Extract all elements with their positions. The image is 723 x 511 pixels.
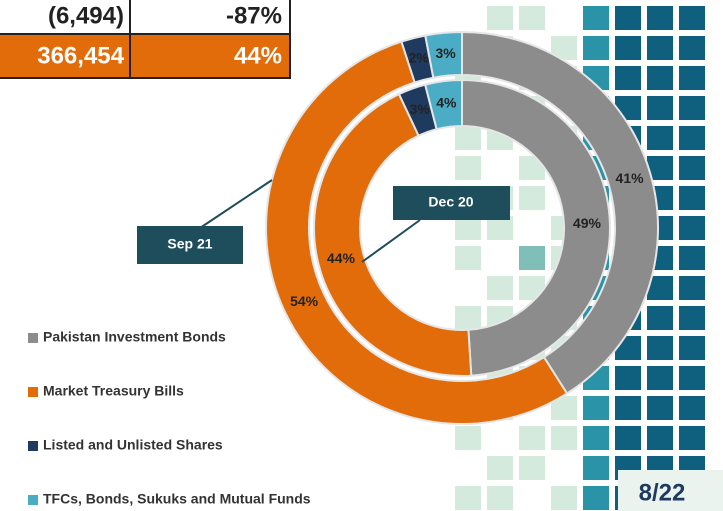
data-label: 4%: [436, 95, 457, 111]
pattern-square: [519, 426, 545, 450]
callout-box: [137, 226, 243, 264]
pattern-square: [679, 426, 705, 450]
donut-slice: [461, 78, 611, 377]
data-label: 54%: [290, 293, 319, 309]
data-label: 41%: [616, 170, 645, 186]
donut-slice: [265, 40, 569, 425]
donut-slice: [423, 78, 463, 131]
pattern-square: [615, 36, 641, 60]
pattern-square: [615, 66, 641, 90]
pattern-square: [455, 306, 481, 330]
legend-swatch: [28, 387, 38, 397]
pattern-square: [455, 156, 481, 180]
callout-label: Dec 20: [428, 194, 473, 210]
pattern-square: [551, 486, 577, 510]
pattern-square: [551, 426, 577, 450]
pattern-square: [455, 426, 481, 450]
table-text: 366,454: [37, 42, 124, 69]
page-number-box: [618, 470, 723, 511]
legend-label: Listed and Unlisted Shares: [43, 437, 223, 453]
data-label: 44%: [327, 250, 356, 266]
data-label: 3%: [410, 101, 431, 117]
pattern-square: [679, 96, 705, 120]
legend-label: Pakistan Investment Bonds: [43, 329, 226, 345]
pattern-square: [679, 156, 705, 180]
pattern-square: [647, 336, 673, 360]
data-label: 3%: [435, 45, 456, 61]
pattern-square: [583, 6, 609, 30]
legend-swatch: [28, 441, 38, 451]
pattern-square: [487, 6, 513, 30]
pattern-square: [679, 6, 705, 30]
pattern-square: [583, 396, 609, 420]
pattern-square: [615, 6, 641, 30]
data-label: 49%: [573, 215, 602, 231]
legend: Pakistan Investment Bonds Market Treasury…: [28, 329, 311, 507]
legend-label: Market Treasury Bills: [43, 383, 184, 399]
pattern-square: [679, 306, 705, 330]
page-number: 8/22: [639, 479, 686, 506]
pattern-square: [615, 426, 641, 450]
callout-line: [361, 219, 421, 263]
donut-slice: [461, 30, 659, 395]
legend-label: TFCs, Bonds, Sukuks and Mutual Funds: [43, 491, 311, 507]
pattern-square: [679, 336, 705, 360]
pattern-square: [583, 456, 609, 480]
pattern-square: [679, 36, 705, 60]
legend-swatch: [28, 333, 38, 343]
pattern-square: [519, 246, 545, 270]
table-text: 44%: [234, 42, 282, 69]
pattern-square: [647, 36, 673, 60]
pattern-square: [679, 66, 705, 90]
legend-swatch: [28, 495, 38, 505]
pattern-square: [615, 396, 641, 420]
pattern-square: [647, 366, 673, 390]
callout-line: [199, 179, 273, 229]
pattern-square: [679, 216, 705, 240]
donut-slice: [313, 92, 473, 377]
pattern-square: [679, 186, 705, 210]
pattern-square: [519, 186, 545, 210]
pattern-square: [455, 126, 481, 150]
pattern-square: [647, 66, 673, 90]
donut-slice: [424, 30, 463, 79]
pattern-square: [679, 246, 705, 270]
table-cell: [129, 33, 291, 79]
callout-label: Sep 21: [167, 236, 212, 252]
pattern-square: [583, 426, 609, 450]
pattern-square: [679, 366, 705, 390]
pattern-square: [647, 6, 673, 30]
table-text: -87%: [226, 2, 282, 29]
pattern-square: [583, 486, 609, 510]
pattern-square: [647, 426, 673, 450]
donut-chart: 41% 54% 2% 3% 49% 44% 3% 4%: [265, 30, 659, 425]
pattern-square: [519, 456, 545, 480]
pattern-square: [647, 306, 673, 330]
table-text: (6,494): [48, 2, 124, 29]
pattern-square: [647, 96, 673, 120]
pattern-square: [519, 6, 545, 30]
pattern-square: [615, 366, 641, 390]
pattern-square: [583, 36, 609, 60]
pattern-square: [487, 276, 513, 300]
callout-box: [393, 186, 510, 220]
pattern-square: [679, 396, 705, 420]
pattern-square: [679, 276, 705, 300]
pattern-square: [487, 486, 513, 510]
pattern-square: [647, 126, 673, 150]
pattern-square: [679, 126, 705, 150]
pattern-square: [647, 396, 673, 420]
pattern-square: [455, 486, 481, 510]
pattern-square: [487, 456, 513, 480]
data-label: 2%: [408, 50, 429, 66]
pattern-square: [455, 246, 481, 270]
